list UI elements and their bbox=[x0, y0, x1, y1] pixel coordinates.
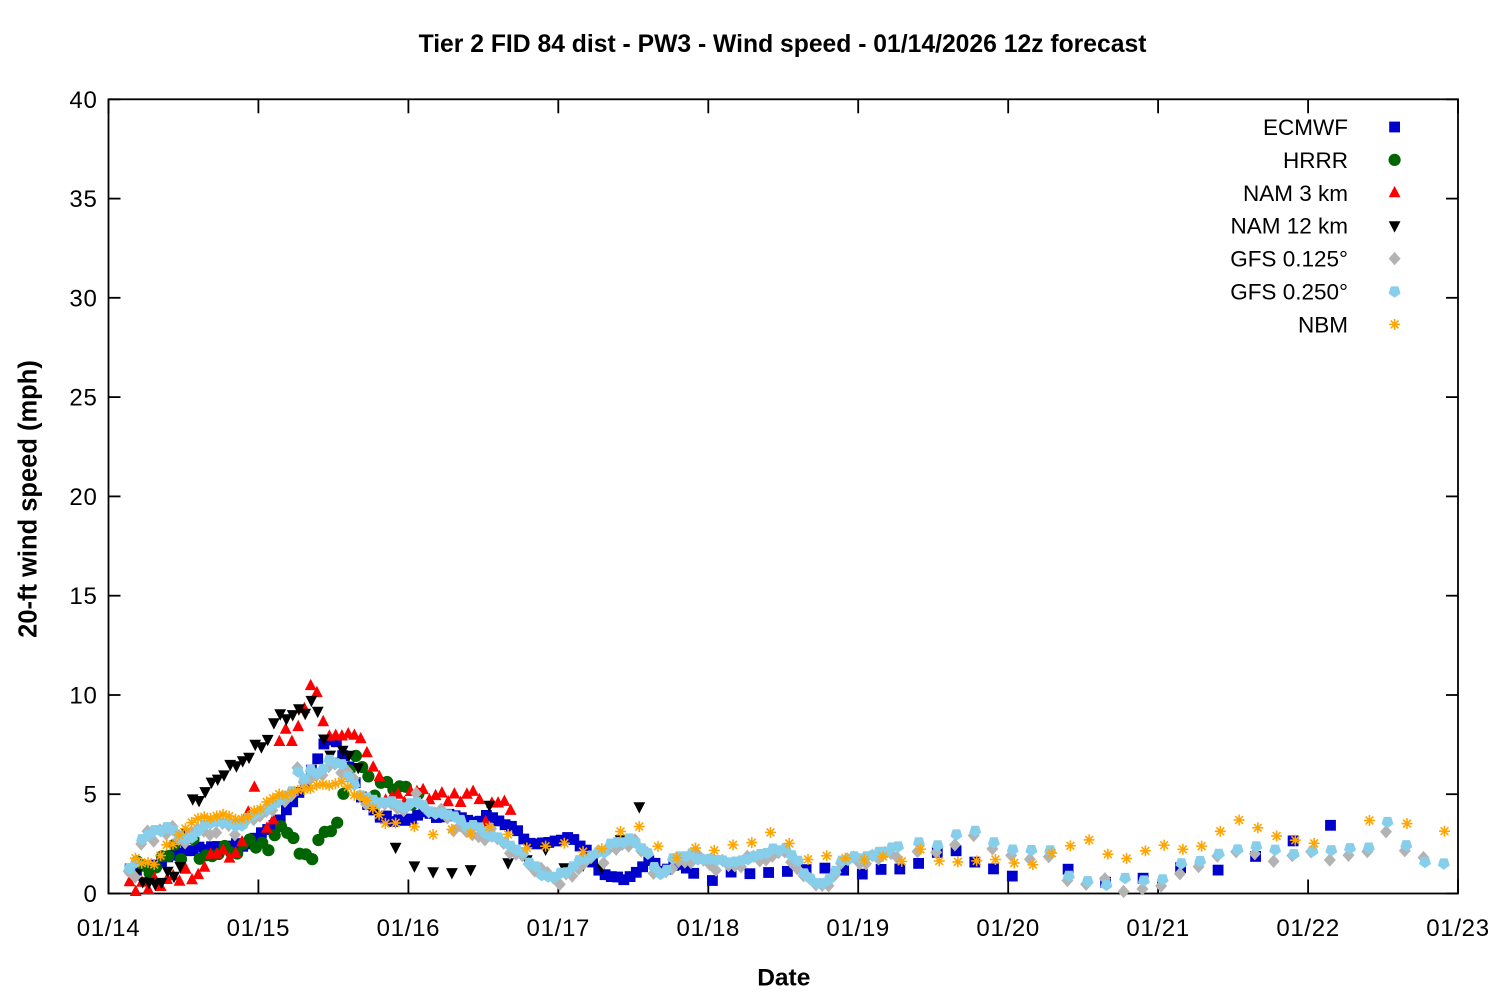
svg-text:5: 5 bbox=[83, 782, 97, 809]
svg-text:35: 35 bbox=[69, 186, 97, 213]
svg-text:GFS 0.250°: GFS 0.250° bbox=[1230, 280, 1348, 305]
svg-text:GFS 0.125°: GFS 0.125° bbox=[1230, 247, 1348, 272]
svg-text:20: 20 bbox=[69, 484, 97, 511]
svg-text:01/16: 01/16 bbox=[377, 915, 441, 942]
svg-text:01/20: 01/20 bbox=[976, 915, 1040, 942]
svg-text:Date: Date bbox=[757, 965, 810, 992]
svg-text:01/18: 01/18 bbox=[677, 915, 741, 942]
svg-text:01/22: 01/22 bbox=[1276, 915, 1340, 942]
svg-text:10: 10 bbox=[69, 683, 97, 710]
svg-text:01/19: 01/19 bbox=[826, 915, 890, 942]
svg-text:HRRR: HRRR bbox=[1283, 148, 1348, 173]
svg-text:30: 30 bbox=[69, 285, 97, 312]
svg-text:01/14: 01/14 bbox=[77, 915, 141, 942]
svg-text:25: 25 bbox=[69, 385, 97, 412]
svg-text:NAM 12 km: NAM 12 km bbox=[1230, 214, 1348, 239]
svg-text:01/15: 01/15 bbox=[227, 915, 291, 942]
svg-text:01/23: 01/23 bbox=[1426, 915, 1490, 942]
svg-text:01/17: 01/17 bbox=[527, 915, 591, 942]
svg-text:15: 15 bbox=[69, 583, 97, 610]
svg-text:Tier 2 FID 84 dist - PW3 - Win: Tier 2 FID 84 dist - PW3 - Wind speed - … bbox=[419, 31, 1147, 58]
svg-text:ECMWF: ECMWF bbox=[1263, 115, 1348, 140]
svg-text:NAM 3 km: NAM 3 km bbox=[1243, 181, 1348, 206]
svg-text:01/21: 01/21 bbox=[1126, 915, 1190, 942]
svg-text:20-ft wind speed (mph): 20-ft wind speed (mph) bbox=[15, 360, 43, 638]
svg-text:NBM: NBM bbox=[1298, 312, 1348, 337]
svg-text:40: 40 bbox=[69, 87, 97, 114]
svg-text:0: 0 bbox=[83, 881, 97, 908]
